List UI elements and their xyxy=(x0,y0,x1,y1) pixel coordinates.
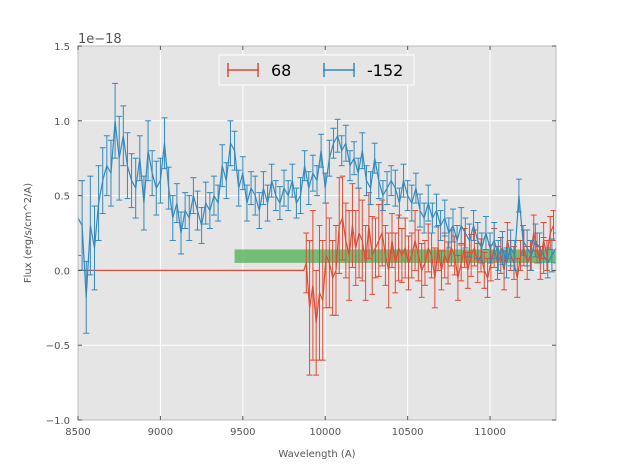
legend: 68 -152 xyxy=(218,54,415,86)
legend-entry: 68 xyxy=(227,61,291,80)
axes: 8500 9000 9500 10000 10500 11000 −1.0 −0.5 0.0 0.… xyxy=(46,42,557,438)
legend-label: -152 xyxy=(367,61,403,80)
y-tick-label: 0.0 xyxy=(54,266,70,277)
x-tick-label: 11000 xyxy=(474,427,506,438)
y-tick-label: 0.5 xyxy=(54,192,70,203)
x-tick-label: 9000 xyxy=(148,427,173,438)
x-tick-label: 10000 xyxy=(309,427,341,438)
y-tick-label: −0.5 xyxy=(46,341,70,352)
series-line xyxy=(78,215,555,323)
x-tick-label: 8500 xyxy=(65,427,90,438)
series-line xyxy=(78,120,556,298)
plot-background xyxy=(78,46,556,420)
y-tick-label: −1.0 xyxy=(46,416,70,427)
x-axis-label: Wavelength (A) xyxy=(278,449,355,460)
legend-label: 68 xyxy=(271,61,291,80)
x-tick-label: 9500 xyxy=(230,427,255,438)
y-offset-label: 1e−18 xyxy=(78,32,122,47)
y-axis-label: Flux (erg/s/cm^2/A) xyxy=(23,183,34,283)
axes-frame xyxy=(77,45,557,421)
y-tick-label: 1.5 xyxy=(54,42,70,53)
series-2 xyxy=(78,82,556,334)
series-layer xyxy=(78,82,556,376)
y-tick-label: 1.0 xyxy=(54,117,70,128)
legend-entry: -152 xyxy=(323,61,403,80)
x-tick-label: 10500 xyxy=(392,427,424,438)
